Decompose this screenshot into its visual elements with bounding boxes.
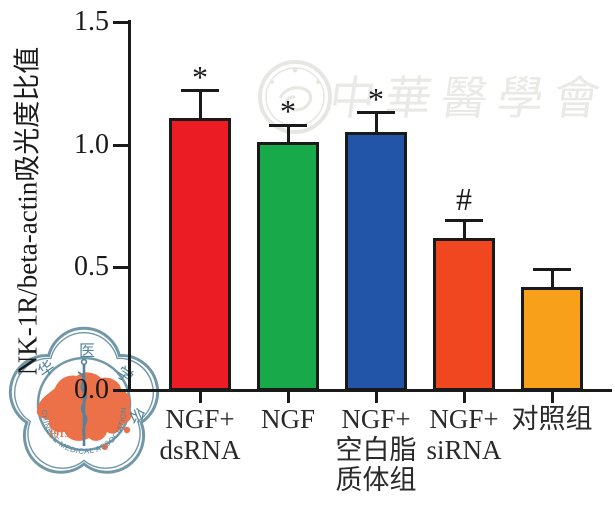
x-tick-mark <box>286 392 290 403</box>
svg-text:医: 医 <box>79 343 95 360</box>
error-bar-stem <box>550 269 554 287</box>
error-bar-cap <box>181 89 219 93</box>
svg-text:会: 会 <box>126 405 149 427</box>
blossom-outer-outline <box>8 326 160 474</box>
error-bar-cap <box>357 111 395 115</box>
x-tick-label: NGF+ siRNA <box>426 404 502 465</box>
significance-marker: * <box>368 80 384 117</box>
x-tick-label: NGF+ dsRNA <box>159 404 241 465</box>
y-tick-label: 1.5 <box>74 6 109 37</box>
significance-marker: * <box>280 93 296 130</box>
bar <box>521 286 583 391</box>
x-tick-label: 对照组 <box>511 404 593 434</box>
staff-and-snake-icon <box>77 358 88 446</box>
y-tick-mark <box>113 143 128 147</box>
bar <box>169 117 231 391</box>
emblem-year: 1915 <box>49 429 70 440</box>
x-tick-label: NGF+ 空白脂 质体组 <box>335 404 417 495</box>
y-axis-label: NK-1R/beta-actin吸光度比值 <box>12 46 43 376</box>
x-tick-mark <box>374 392 378 403</box>
y-axis-line <box>128 20 131 392</box>
blossom-inner-outline <box>14 332 154 469</box>
x-tick-label: NGF <box>260 404 315 434</box>
x-tick-mark <box>462 392 466 403</box>
error-bar-cap <box>533 268 571 272</box>
bar <box>257 142 319 391</box>
error-bar-stem <box>374 112 378 133</box>
error-bar-cap <box>445 219 483 223</box>
error-bar-cap <box>269 123 307 127</box>
y-tick-mark <box>113 266 128 270</box>
significance-marker: # <box>456 180 472 217</box>
error-bar-stem <box>286 125 290 143</box>
error-bar-stem <box>462 220 466 238</box>
error-bar-stem <box>198 90 202 118</box>
bar <box>345 132 407 391</box>
x-tick-mark <box>198 392 202 403</box>
y-tick-mark <box>113 21 128 24</box>
y-tick-label: 1.0 <box>74 128 109 160</box>
bar <box>433 237 495 391</box>
y-tick-label: 0.5 <box>74 251 109 283</box>
significance-marker: * <box>192 58 208 95</box>
y-tick-mark <box>113 389 128 392</box>
x-tick-mark <box>550 392 554 403</box>
cma-emblem-watermark: 1915 CHINESE MEDICAL ASSOCIATION 华 医 学 会 <box>8 326 160 474</box>
y-tick-label: 0.0 <box>74 374 109 405</box>
